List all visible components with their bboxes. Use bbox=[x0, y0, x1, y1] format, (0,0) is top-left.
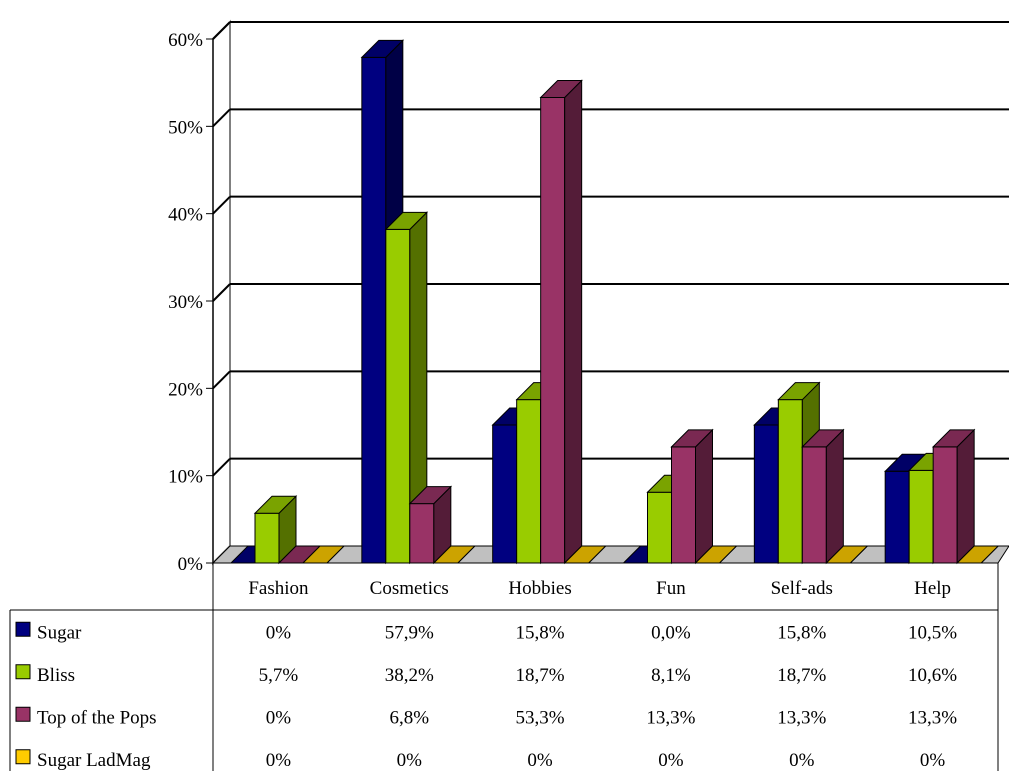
bar-top-of-the-pops-cosmetics bbox=[408, 485, 453, 565]
category-label-hobbies: Hobbies bbox=[508, 578, 571, 599]
data-label-bliss-fashion: 5,7% bbox=[259, 665, 299, 686]
data-label-bliss-fun: 8,1% bbox=[651, 665, 691, 686]
data-label-sugar-hobbies: 15,8% bbox=[516, 622, 565, 643]
bar-top bbox=[253, 495, 298, 514]
data-label-top-of-the-pops-fun: 13,3% bbox=[646, 707, 695, 728]
legend-key-bliss bbox=[15, 664, 31, 680]
gridlines bbox=[212, 21, 1009, 477]
data-label-sugar-ladmag-fun: 0% bbox=[658, 750, 684, 771]
bar-front bbox=[361, 56, 387, 564]
y-tick-label: 30% bbox=[168, 292, 203, 313]
gridline-diagonal bbox=[212, 370, 231, 390]
bar-front bbox=[884, 470, 910, 564]
y-tick-label: 60% bbox=[168, 30, 203, 51]
data-label-top-of-the-pops-hobbies: 53,3% bbox=[516, 707, 565, 728]
y-tick-label: 20% bbox=[168, 379, 203, 400]
data-label-top-of-the-pops-fashion: 0% bbox=[266, 707, 292, 728]
data-label-sugar-ladmag-fashion: 0% bbox=[266, 750, 292, 771]
data-label-sugar-help: 10,5% bbox=[908, 622, 957, 643]
bar-front bbox=[385, 228, 411, 564]
bar-front bbox=[908, 469, 934, 564]
gridline-diagonal bbox=[212, 108, 231, 128]
data-label-bliss-self-ads: 18,7% bbox=[777, 665, 826, 686]
y-axis bbox=[206, 38, 214, 564]
bar-front bbox=[254, 512, 280, 564]
y-tick-label: 10% bbox=[168, 467, 203, 488]
category-label-self-ads: Self-ads bbox=[771, 578, 833, 599]
legend-label-top-of-the-pops: Top of the Pops bbox=[37, 707, 157, 728]
bar-top bbox=[670, 429, 714, 448]
bar-front bbox=[540, 97, 566, 564]
bars bbox=[229, 39, 1000, 565]
bar-top bbox=[408, 486, 453, 505]
bar-top-of-the-pops-self-ads bbox=[801, 428, 845, 565]
data-label-sugar-ladmag-help: 0% bbox=[920, 750, 946, 771]
y-tick-label: 0% bbox=[178, 554, 204, 575]
category-label-cosmetics: Cosmetics bbox=[370, 578, 449, 599]
data-label-top-of-the-pops-help: 13,3% bbox=[908, 707, 957, 728]
data-label-sugar-self-ads: 15,8% bbox=[777, 622, 826, 643]
bar-front bbox=[647, 491, 672, 564]
bar-top bbox=[539, 80, 583, 99]
bar-top-of-the-pops-hobbies bbox=[539, 79, 583, 565]
bar-bliss-cosmetics bbox=[384, 211, 429, 565]
bar-front bbox=[753, 424, 779, 564]
data-label-bliss-hobbies: 18,7% bbox=[516, 665, 565, 686]
bar-front bbox=[516, 399, 542, 564]
category-label-fun: Fun bbox=[656, 578, 686, 599]
bar-top-of-the-pops-fun bbox=[670, 428, 714, 565]
bar-front bbox=[801, 446, 827, 564]
bar-side bbox=[564, 79, 583, 565]
y-tick-label: 50% bbox=[168, 117, 203, 138]
data-label-top-of-the-pops-cosmetics: 6,8% bbox=[389, 707, 429, 728]
data-label-sugar-ladmag-cosmetics: 0% bbox=[397, 750, 423, 771]
data-label-bliss-help: 10,6% bbox=[908, 665, 957, 686]
data-label-sugar-cosmetics: 57,9% bbox=[385, 622, 434, 643]
bar-front bbox=[777, 399, 803, 564]
gridline-diagonal bbox=[212, 195, 231, 215]
legend-label-sugar-ladmag: Sugar LadMag bbox=[37, 750, 151, 771]
gridline-diagonal bbox=[212, 457, 231, 477]
bar-top bbox=[384, 211, 429, 230]
data-label-bliss-cosmetics: 38,2% bbox=[385, 665, 434, 686]
category-label-fashion: Fashion bbox=[248, 578, 309, 599]
bar-top-of-the-pops-help bbox=[931, 428, 976, 565]
data-label-sugar-fashion: 0% bbox=[266, 622, 292, 643]
legend-key-sugar bbox=[15, 621, 31, 637]
bar-side bbox=[956, 428, 975, 565]
gridline-diagonal bbox=[212, 283, 231, 302]
data-label-sugar-ladmag-self-ads: 0% bbox=[789, 750, 815, 771]
bar-top bbox=[931, 429, 976, 448]
legend-key-sugar-ladmag bbox=[15, 749, 31, 765]
bar-top bbox=[777, 382, 821, 401]
legend-key-top-of-the-pops bbox=[15, 706, 31, 722]
bar-front bbox=[671, 446, 696, 564]
data-label-sugar-ladmag-hobbies: 0% bbox=[527, 750, 553, 771]
bar-top bbox=[360, 39, 405, 58]
y-tick-label: 40% bbox=[168, 205, 203, 226]
bar-front bbox=[409, 503, 435, 564]
bar-top bbox=[801, 429, 845, 448]
legend-label-sugar: Sugar bbox=[37, 622, 82, 643]
y-tick-labels: 0% 10% 20% 30% 40% 50% 60% bbox=[168, 30, 203, 575]
bar-side bbox=[695, 428, 713, 565]
category-label-help: Help bbox=[914, 578, 951, 599]
bar-front bbox=[492, 424, 518, 564]
data-label-sugar-fun: 0,0% bbox=[651, 622, 691, 643]
bar-bliss-fashion bbox=[253, 495, 298, 565]
data-label-top-of-the-pops-self-ads: 13,3% bbox=[777, 707, 826, 728]
gridline-diagonal bbox=[212, 21, 231, 40]
data-table: Fashion Cosmetics Hobbies Fun Self-ads Help Su… bbox=[9, 562, 999, 771]
bar-front bbox=[932, 446, 958, 564]
legend-label-bliss: Bliss bbox=[37, 665, 75, 686]
bar-side bbox=[825, 428, 844, 565]
